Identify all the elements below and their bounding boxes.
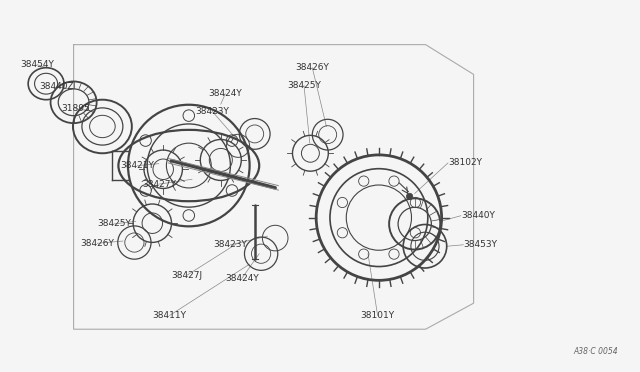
Text: 38440Z: 38440Z (39, 82, 74, 91)
Text: 38454Y: 38454Y (20, 60, 54, 69)
Text: 38426Y: 38426Y (81, 239, 114, 248)
Text: 38424Y: 38424Y (209, 89, 242, 98)
Ellipse shape (406, 193, 413, 200)
Text: 38425Y: 38425Y (287, 81, 321, 90)
Text: A38·C 0054: A38·C 0054 (573, 347, 618, 356)
Text: 38440Y: 38440Y (461, 211, 495, 220)
Text: 38424Y: 38424Y (225, 274, 259, 283)
Text: 38411Y: 38411Y (152, 311, 187, 320)
Text: 38425Y: 38425Y (97, 219, 131, 228)
Text: 38427Y: 38427Y (142, 180, 175, 189)
Text: 38453Y: 38453Y (463, 240, 497, 249)
Text: 38421Y: 38421Y (121, 161, 154, 170)
Text: 38423Y: 38423Y (196, 107, 229, 116)
Text: 38426Y: 38426Y (296, 63, 329, 72)
Text: 38423Y: 38423Y (214, 240, 247, 249)
Text: 38101Y: 38101Y (360, 311, 395, 320)
Text: 31895: 31895 (61, 104, 90, 113)
Text: 38102Y: 38102Y (448, 158, 482, 167)
Text: 38427J: 38427J (172, 271, 202, 280)
